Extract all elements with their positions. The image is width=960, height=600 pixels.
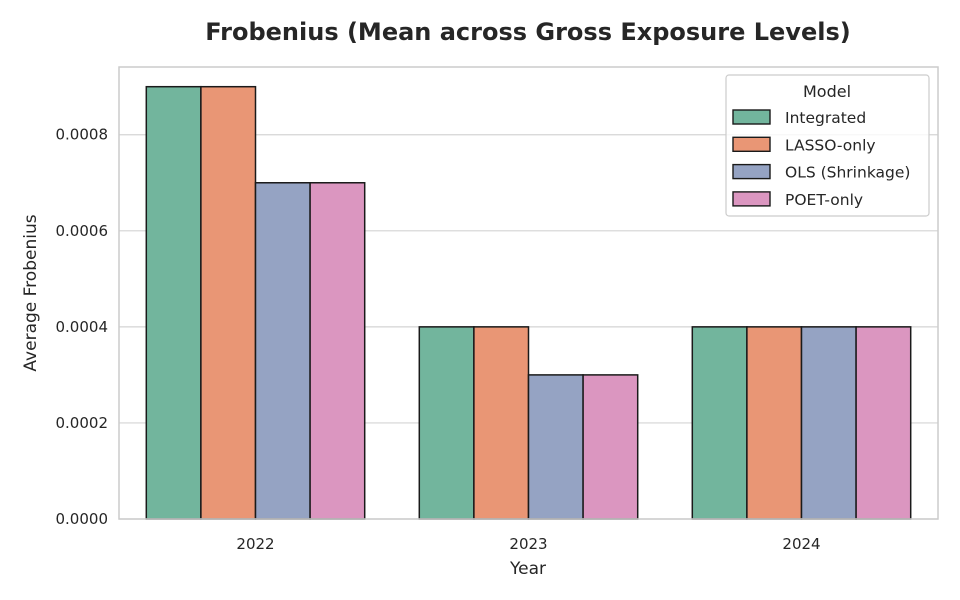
y-tick-label: 0.0000 xyxy=(56,510,109,528)
legend-swatch xyxy=(732,163,771,180)
bar xyxy=(855,326,912,520)
y-tick-label: 0.0002 xyxy=(56,414,109,432)
x-tick-label: 2023 xyxy=(509,535,547,553)
legend-label: POET-only xyxy=(785,191,863,209)
bars xyxy=(145,85,912,520)
legend-title: Model xyxy=(803,82,851,101)
bar xyxy=(418,326,475,520)
legend-box xyxy=(725,74,930,217)
y-tick-label: 0.0004 xyxy=(56,318,109,336)
legend-swatch xyxy=(732,191,771,207)
bar xyxy=(309,182,366,520)
bar xyxy=(746,326,803,520)
bar xyxy=(800,326,857,520)
bar xyxy=(582,374,639,520)
bar xyxy=(254,182,311,520)
y-axis-ticks: 0.0000 0.0002 0.0004 0.0006 0.0008 xyxy=(56,126,109,528)
legend-label: Integrated xyxy=(785,109,866,127)
legend: Model Integrated LASSO-only OLS (Shrinkage… xyxy=(725,74,930,217)
x-axis-ticks: 2022 2023 2024 xyxy=(236,535,820,553)
y-tick-label: 0.0006 xyxy=(56,222,109,240)
bar xyxy=(145,85,202,520)
x-axis-label: Year xyxy=(509,559,546,579)
bar xyxy=(200,85,257,520)
legend-swatch xyxy=(732,136,771,153)
x-tick-label: 2022 xyxy=(236,535,274,553)
y-axis-label: Average Frobenius xyxy=(21,214,41,371)
legend-label: OLS (Shrinkage) xyxy=(785,164,910,182)
bar xyxy=(691,326,748,520)
legend-label: LASSO-only xyxy=(785,136,876,154)
plot-frame xyxy=(118,66,939,520)
chart-title: Frobenius (Mean across Gross Exposure Le… xyxy=(205,18,850,46)
legend-swatch xyxy=(732,109,771,125)
bar xyxy=(473,326,530,520)
legend-items: Integrated LASSO-only OLS (Shrinkage) POET-… xyxy=(732,109,910,209)
y-tick-label: 0.0008 xyxy=(56,126,109,144)
x-tick-label: 2024 xyxy=(782,535,820,553)
bar xyxy=(527,374,584,520)
